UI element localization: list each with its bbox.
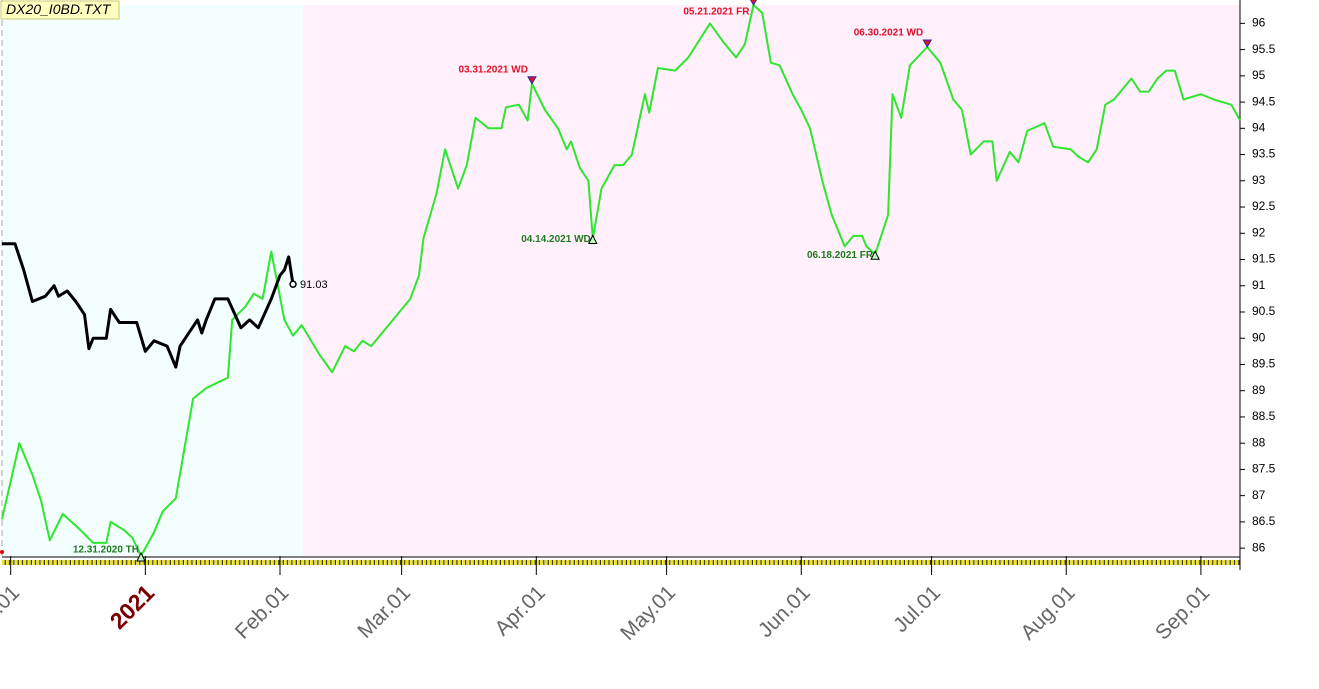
last-value-label: 91.03 (300, 279, 328, 291)
peak-label: 05.21.2021 FR (683, 7, 750, 18)
origin-dot (0, 550, 4, 554)
y-tick-label: 89 (1252, 383, 1266, 397)
y-tick-label: 88.5 (1252, 409, 1276, 423)
trough-marker (587, 234, 598, 245)
x-tick-label: Sep.01 (1151, 581, 1214, 644)
peak-label: 06.30.2021 WD (854, 28, 924, 39)
y-tick-label: 90 (1252, 330, 1266, 344)
series-line (1, 4, 1241, 557)
y-tick-label: 86.5 (1252, 514, 1276, 528)
trough-marker (136, 551, 146, 562)
y-tick-label: 93.5 (1252, 147, 1276, 161)
x-tick-label: Mar.01 (353, 581, 415, 643)
day-ticks (2, 558, 1240, 565)
bg-region-left (2, 5, 303, 556)
x-tick-label: Dec.01 (0, 581, 24, 644)
y-tick-label: 86 (1252, 540, 1266, 554)
y-tick-label: 87.5 (1252, 462, 1276, 476)
y-tick-label: 94.5 (1252, 94, 1276, 108)
x-tick-label: Feb.01 (231, 581, 294, 644)
y-tick-label: 92.5 (1252, 199, 1276, 213)
trough-label: 12.31.2020 TH (73, 545, 139, 556)
peak-marker (922, 39, 933, 48)
y-tick-label: 87 (1252, 488, 1266, 502)
chart-title: DX20_I0BD.TXT (6, 1, 112, 17)
bg-region-right (303, 5, 1240, 556)
x-tick-label: Apr.01 (491, 581, 550, 640)
y-tick-label: 95 (1252, 68, 1266, 82)
x-tick-label: May.01 (616, 581, 680, 645)
peak-label: 03.31.2021 WD (458, 64, 528, 75)
trough-label: 06.18.2021 FR (807, 250, 874, 261)
y-tick-label: 91 (1252, 278, 1266, 292)
title-box (0, 0, 120, 20)
y-tick-label: 93 (1252, 173, 1266, 187)
y-tick-label: 96 (1252, 16, 1266, 30)
x-tick-label: Aug.01 (1016, 581, 1079, 644)
y-tick-label: 91.5 (1252, 252, 1276, 266)
trough-label: 04.14.2021 WD (521, 234, 591, 245)
y-tick-label: 94 (1252, 120, 1266, 134)
series-line (2, 242, 295, 369)
y-tick-label: 88 (1252, 435, 1266, 449)
x-tick-label-year: 2021 (105, 579, 160, 634)
x-tick-label: Jul.01 (889, 581, 945, 637)
trough-marker (870, 250, 880, 260)
peak-marker (527, 76, 537, 85)
x-tick-label: Jun.01 (754, 581, 815, 642)
y-tick-label: 89.5 (1252, 357, 1276, 371)
peak-marker (750, 0, 757, 7)
y-tick-label: 90.5 (1252, 304, 1276, 318)
y-tick-label: 92 (1252, 225, 1266, 239)
last-point (289, 280, 297, 288)
y-tick-label: 95.5 (1252, 42, 1276, 56)
